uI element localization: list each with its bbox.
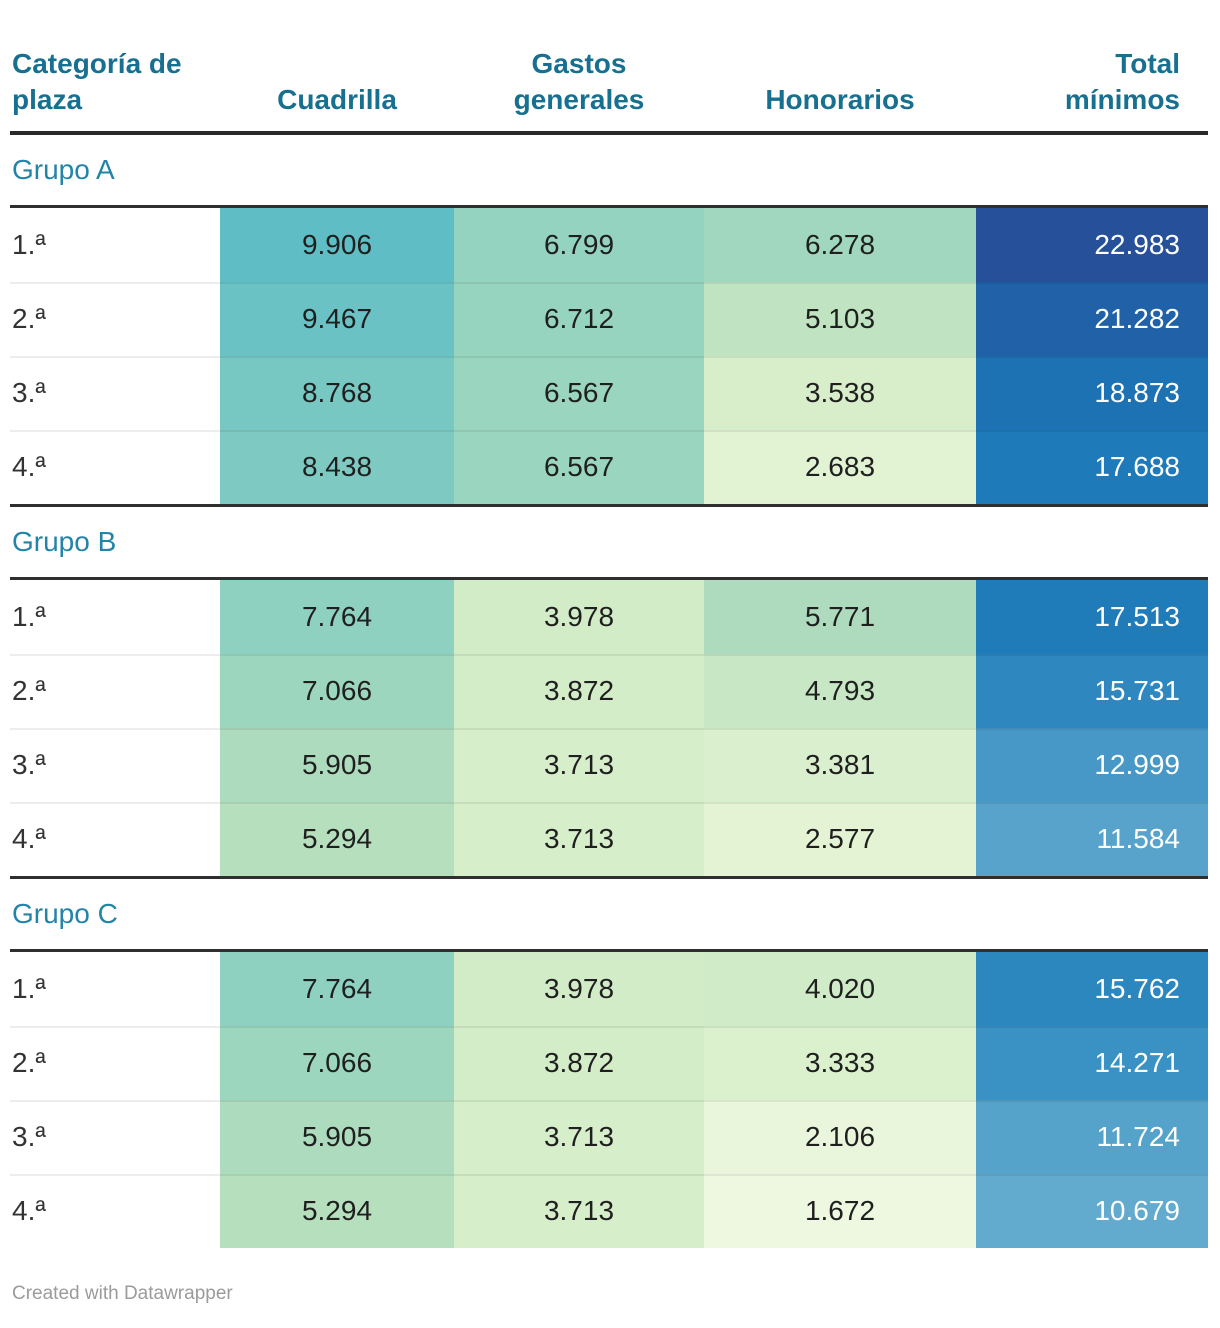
honorarios-cell: 4.020 (704, 952, 976, 1026)
honorarios-cell: 1.672 (704, 1174, 976, 1248)
table-row: 2.ª 7.066 3.872 3.333 14.271 (10, 1026, 1208, 1100)
row-label: 4.ª (10, 430, 220, 504)
gastos-cell: 3.978 (454, 580, 704, 654)
cuadrilla-cell: 9.906 (220, 208, 454, 282)
datawrapper-credit: Created with Datawrapper (12, 1283, 233, 1304)
table-row: 4.ª 5.294 3.713 2.577 11.584 (10, 802, 1208, 876)
group-rows: 1.ª 7.764 3.978 5.771 17.513 2.ª 7.066 3… (10, 580, 1208, 879)
cuadrilla-cell: 8.768 (220, 356, 454, 430)
cuadrilla-cell: 5.905 (220, 728, 454, 802)
cuadrilla-cell: 5.905 (220, 1100, 454, 1174)
cuadrilla-cell: 7.066 (220, 654, 454, 728)
total-cell: 12.999 (976, 728, 1208, 802)
honorarios-cell: 2.577 (704, 802, 976, 876)
cuadrilla-cell: 7.066 (220, 1026, 454, 1100)
row-label: 4.ª (10, 802, 220, 876)
table-row: 1.ª 9.906 6.799 6.278 22.983 (10, 208, 1208, 282)
total-cell: 21.282 (976, 282, 1208, 356)
cuadrilla-cell: 9.467 (220, 282, 454, 356)
cuadrilla-cell: 5.294 (220, 802, 454, 876)
group-label: Grupo B (10, 507, 1208, 580)
total-cell: 17.688 (976, 430, 1208, 504)
honorarios-cell: 3.381 (704, 728, 976, 802)
heatmap-table: Categoría de plaza Cuadrilla Gastos gene… (10, 0, 1208, 1248)
total-cell: 22.983 (976, 208, 1208, 282)
honorarios-cell: 3.538 (704, 356, 976, 430)
total-cell: 10.679 (976, 1174, 1208, 1248)
total-cell: 11.724 (976, 1100, 1208, 1174)
gastos-cell: 3.713 (454, 728, 704, 802)
gastos-cell: 3.713 (454, 1100, 704, 1174)
group-rows: 1.ª 7.764 3.978 4.020 15.762 2.ª 7.066 3… (10, 952, 1208, 1248)
table-row: 4.ª 5.294 3.713 1.672 10.679 (10, 1174, 1208, 1248)
honorarios-cell: 6.278 (704, 208, 976, 282)
table-row: 4.ª 8.438 6.567 2.683 17.688 (10, 430, 1208, 504)
table-row: 2.ª 9.467 6.712 5.103 21.282 (10, 282, 1208, 356)
table-header-row: Categoría de plaza Cuadrilla Gastos gene… (10, 0, 1208, 135)
column-header-categoria: Categoría de plaza (12, 48, 182, 115)
table-row: 2.ª 7.066 3.872 4.793 15.731 (10, 654, 1208, 728)
group-grupo-a: Grupo A 1.ª 9.906 6.799 6.278 22.983 2.ª… (10, 135, 1208, 507)
total-cell: 18.873 (976, 356, 1208, 430)
row-label: 1.ª (10, 952, 220, 1026)
gastos-cell: 3.872 (454, 1026, 704, 1100)
group-grupo-b: Grupo B 1.ª 7.764 3.978 5.771 17.513 2.ª… (10, 507, 1208, 879)
row-label: 4.ª (10, 1174, 220, 1248)
row-label: 3.ª (10, 1100, 220, 1174)
column-header-honorarios: Honorarios (765, 84, 915, 115)
honorarios-cell: 2.106 (704, 1100, 976, 1174)
group-label: Grupo C (10, 879, 1208, 952)
table-row: 1.ª 7.764 3.978 5.771 17.513 (10, 580, 1208, 654)
total-cell: 14.271 (976, 1026, 1208, 1100)
row-label: 2.ª (10, 282, 220, 356)
cuadrilla-cell: 7.764 (220, 580, 454, 654)
gastos-cell: 3.713 (454, 1174, 704, 1248)
gastos-cell: 6.799 (454, 208, 704, 282)
cuadrilla-cell: 7.764 (220, 952, 454, 1026)
group-grupo-c: Grupo C 1.ª 7.764 3.978 4.020 15.762 2.ª… (10, 879, 1208, 1248)
row-label: 2.ª (10, 1026, 220, 1100)
table-row: 3.ª 5.905 3.713 3.381 12.999 (10, 728, 1208, 802)
row-label: 3.ª (10, 728, 220, 802)
column-header-cuadrilla: Cuadrilla (277, 84, 397, 115)
cuadrilla-cell: 5.294 (220, 1174, 454, 1248)
gastos-cell: 6.567 (454, 430, 704, 504)
gastos-cell: 6.712 (454, 282, 704, 356)
row-label: 1.ª (10, 580, 220, 654)
row-label: 3.ª (10, 356, 220, 430)
column-header-total: Total mínimos (1064, 48, 1180, 115)
total-cell: 15.731 (976, 654, 1208, 728)
table-row: 3.ª 5.905 3.713 2.106 11.724 (10, 1100, 1208, 1174)
total-cell: 15.762 (976, 952, 1208, 1026)
honorarios-cell: 5.771 (704, 580, 976, 654)
group-label: Grupo A (10, 135, 1208, 208)
gastos-cell: 3.872 (454, 654, 704, 728)
group-rows: 1.ª 9.906 6.799 6.278 22.983 2.ª 9.467 6… (10, 208, 1208, 507)
gastos-cell: 3.978 (454, 952, 704, 1026)
gastos-cell: 6.567 (454, 356, 704, 430)
total-cell: 11.584 (976, 802, 1208, 876)
honorarios-cell: 5.103 (704, 282, 976, 356)
honorarios-cell: 2.683 (704, 430, 976, 504)
honorarios-cell: 3.333 (704, 1026, 976, 1100)
honorarios-cell: 4.793 (704, 654, 976, 728)
row-label: 2.ª (10, 654, 220, 728)
table-row: 3.ª 8.768 6.567 3.538 18.873 (10, 356, 1208, 430)
row-label: 1.ª (10, 208, 220, 282)
column-header-gastos: Gastos generales (513, 48, 645, 115)
total-cell: 17.513 (976, 580, 1208, 654)
gastos-cell: 3.713 (454, 802, 704, 876)
cuadrilla-cell: 8.438 (220, 430, 454, 504)
table-row: 1.ª 7.764 3.978 4.020 15.762 (10, 952, 1208, 1026)
